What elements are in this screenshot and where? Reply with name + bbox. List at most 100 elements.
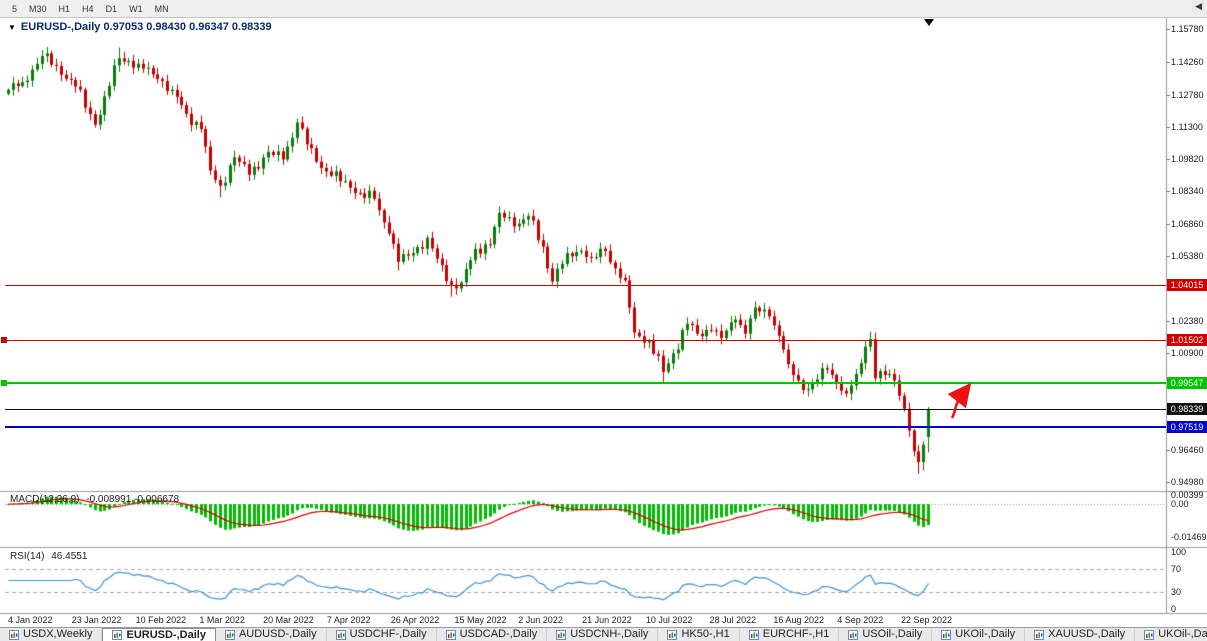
symbol-tab-hk50-h1[interactable]: HK50-,H1 — [658, 628, 740, 641]
chart-icon — [667, 629, 678, 640]
date-axis-label[interactable]: 23 Jan 2022 — [71, 615, 122, 625]
date-axis-label[interactable]: 20 Mar 2022 — [263, 615, 314, 625]
rsi-axis-label: 0 — [1171, 604, 1177, 615]
rsi-name: RSI(14) — [10, 551, 45, 562]
macd-axis-label: 0.00 — [1171, 499, 1189, 510]
date-axis-label[interactable]: 10 Jul 2022 — [645, 615, 693, 625]
macd-name: MACD(12,26,9) — [10, 494, 80, 505]
macd-values: -0.008991 -0.006678 — [86, 494, 180, 505]
timeframe-button-h4[interactable]: H4 — [82, 3, 94, 14]
symbol-tab-eurchf-h1[interactable]: EURCHF-,H1 — [740, 628, 840, 641]
timeframe-button-5[interactable]: 5 — [12, 3, 18, 14]
rsi-axis-label: 30 — [1171, 586, 1182, 597]
tab-scroll-left-icon[interactable]: ◀ — [1192, 0, 1205, 13]
price-axis-label: 0.94980 — [1171, 477, 1204, 488]
line-drag-handle[interactable] — [1, 379, 7, 386]
timeframe-button-h1[interactable]: H1 — [58, 3, 71, 14]
price-badge-0.99547: 0.99547 — [1167, 376, 1207, 389]
date-axis-label[interactable]: 1 Mar 2022 — [199, 615, 245, 625]
chart-icon — [748, 629, 759, 640]
date-axis-label[interactable]: 15 May 2022 — [454, 615, 507, 625]
timeframe-toolbar: 5 M30 H1 H4 D1 W1 MN — [0, 0, 1207, 18]
price-badge-0.98339: 0.98339 — [1167, 403, 1207, 416]
price-axis-label: 1.08340 — [1171, 186, 1204, 197]
collapse-triangle-icon[interactable]: ▼ — [8, 23, 16, 32]
chart-icon — [848, 629, 859, 640]
date-axis-label[interactable]: 4 Sep 2022 — [837, 615, 884, 625]
price-badge-1.04015: 1.04015 — [1167, 279, 1207, 292]
symbol-tabbar: USDX,Weekly EURUSD-,Daily AUDUSD-,Daily USD… — [0, 627, 1207, 641]
rsi-indicator-label: RSI(14) 46.4551 — [10, 551, 87, 562]
price-axis-label: 1.12780 — [1171, 89, 1204, 100]
macd-axis-label: -0.01469 — [1171, 531, 1207, 542]
chart-icon — [224, 629, 235, 640]
date-axis-label[interactable]: 21 Jun 2022 — [582, 615, 632, 625]
price-axis-label: 1.09820 — [1171, 154, 1204, 165]
chart-icon — [556, 629, 567, 640]
symbol-tab-label: UKOil-,Daily — [955, 628, 1016, 640]
chart-icon — [112, 630, 123, 640]
date-axis-label[interactable]: 22 Sep 2022 — [901, 615, 953, 625]
horizontal-level-line-1.04015[interactable] — [5, 284, 1166, 286]
price-axis-label: 1.05380 — [1171, 250, 1204, 261]
symbol-tab-label: XAUUSD-,Daily — [1048, 628, 1126, 640]
horizontal-level-line-1.01502[interactable] — [5, 339, 1166, 341]
price-badge-0.97519: 0.97519 — [1167, 420, 1207, 433]
symbol-tab-usdcad-daily[interactable]: USDCAD-,Daily — [437, 628, 548, 641]
date-axis-label[interactable]: 7 Apr 2022 — [326, 615, 371, 625]
price-axis-label: 1.02380 — [1171, 316, 1204, 327]
rsi-axis-label: 100 — [1171, 546, 1187, 557]
symbol-tab-usoil-daily[interactable]: USOil-,Daily — [839, 628, 933, 641]
symbol-tab-usdx-weekly[interactable]: USDX,Weekly — [0, 628, 103, 641]
chart-icon — [445, 629, 456, 640]
symbol-tab-label: USDX,Weekly — [23, 628, 93, 640]
chart-icon — [1144, 629, 1155, 640]
rsi-axis-label: 70 — [1171, 564, 1182, 575]
symbol-tab-label: EURCHF-,H1 — [762, 628, 830, 640]
date-axis-label[interactable]: 16 Aug 2022 — [773, 615, 824, 625]
timeframe-button-w1[interactable]: W1 — [129, 3, 143, 14]
chart-icon — [335, 629, 346, 640]
chart-title: ▼ EURUSD-,Daily 0.97053 0.98430 0.96347 0… — [8, 21, 272, 33]
symbol-tab-ukoil-daily[interactable]: UKOil-,Daily — [932, 628, 1026, 641]
macd-axis-label: 0.00399 — [1171, 490, 1204, 501]
date-axis-label[interactable]: 4 Jan 2022 — [8, 615, 53, 625]
date-axis-label[interactable]: 26 Apr 2022 — [390, 615, 440, 625]
symbol-tab-label: UKOil-,Da — [1158, 628, 1207, 640]
symbol-tab-xauusd-daily[interactable]: XAUUSD-,Daily — [1025, 628, 1136, 641]
horizontal-level-line-0.98339[interactable] — [5, 408, 1166, 410]
symbol-tab-label: EURUSD-,Daily — [126, 628, 206, 641]
date-axis-label[interactable]: 28 Jul 2022 — [709, 615, 757, 625]
price-axis-label: 1.14260 — [1171, 57, 1204, 68]
price-axis-label: 1.15780 — [1171, 24, 1204, 35]
rsi-value: 46.4551 — [51, 551, 88, 562]
price-axis-label: 1.11300 — [1171, 121, 1203, 132]
chart-icon — [941, 629, 952, 640]
timeframe-button-mn[interactable]: MN — [154, 3, 169, 14]
date-axis-label[interactable]: 2 Jun 2022 — [518, 615, 563, 625]
symbol-tab-label: USOil-,Daily — [862, 628, 923, 640]
horizontal-level-line-0.99547[interactable] — [5, 381, 1166, 384]
symbol-tab-label: AUDUSD-,Daily — [238, 628, 317, 640]
symbol-tab-label: HK50-,H1 — [681, 628, 730, 640]
chart-title-text: EURUSD-,Daily 0.97053 0.98430 0.96347 0.… — [20, 21, 272, 33]
timeframe-button-d1[interactable]: D1 — [105, 3, 118, 14]
date-axis-label[interactable]: 10 Feb 2022 — [135, 615, 187, 625]
symbol-tab-audusd-daily[interactable]: AUDUSD-,Daily — [216, 628, 327, 641]
chart-shift-marker-icon[interactable] — [924, 19, 934, 26]
symbol-tab-eurusd-daily[interactable]: EURUSD-,Daily — [102, 628, 216, 641]
symbol-tab-usdcnh-daily[interactable]: USDCNH-,Daily — [547, 628, 659, 641]
price-axis-label: 1.00900 — [1171, 348, 1204, 359]
line-drag-handle[interactable] — [1, 337, 7, 344]
chart-icon — [9, 629, 19, 640]
red-up-arrow-annotation[interactable] — [938, 378, 984, 428]
symbol-tab-usdchf-daily[interactable]: USDCHF-,Daily — [327, 628, 437, 641]
symbol-tab-ukoil-da[interactable]: UKOil-,Da — [1135, 628, 1207, 641]
timeframe-button-m30[interactable]: M30 — [29, 3, 47, 14]
symbol-tab-label: USDCHF-,Daily — [349, 628, 427, 640]
horizontal-level-line-0.97519[interactable] — [5, 425, 1166, 428]
chart-icon — [1034, 629, 1045, 640]
price-axis-label: 1.06860 — [1171, 218, 1204, 229]
